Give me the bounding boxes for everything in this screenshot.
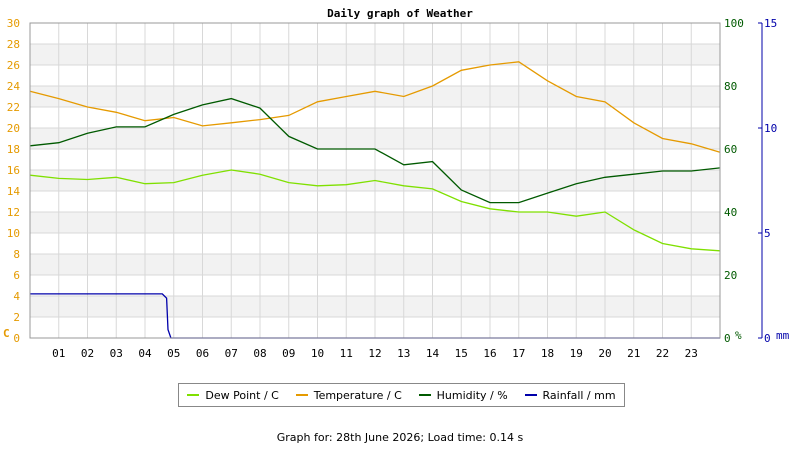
rainfall-tick-label: 0 <box>764 332 771 345</box>
x-tick-label: 20 <box>598 347 611 360</box>
x-tick-label: 23 <box>685 347 698 360</box>
humidity-tick-label: 40 <box>724 206 737 219</box>
legend-swatch-dew-point <box>187 394 200 396</box>
chart-footer: Graph for: 28th June 2026; Load time: 0.… <box>276 431 524 444</box>
x-tick-label: 16 <box>483 347 496 360</box>
legend-swatch-rainfall <box>524 394 537 396</box>
x-tick-label: 17 <box>512 347 525 360</box>
x-tick-label: 13 <box>397 347 410 360</box>
humidity-tick-label: 60 <box>724 143 737 156</box>
temperature-tick-label: 20 <box>7 122 20 135</box>
x-tick-label: 06 <box>196 347 209 360</box>
x-tick-label: 10 <box>311 347 324 360</box>
temperature-tick-label: 14 <box>7 185 21 198</box>
x-tick-label: 08 <box>253 347 266 360</box>
x-tick-label: 22 <box>656 347 669 360</box>
x-tick-label: 05 <box>167 347 180 360</box>
x-tick-label: 03 <box>110 347 123 360</box>
temperature-tick-label: 2 <box>13 311 20 324</box>
legend-label-rainfall: Rainfall / mm <box>542 388 616 402</box>
humidity-unit-label: % <box>735 329 742 342</box>
axes-layer: 01 02 03 04 05 06 07 08 09 10 11 12 13 14 15 16 17 18 19 20… <box>7 17 778 360</box>
x-tick-label: 18 <box>541 347 554 360</box>
legend-label-humidity: Humidity / % <box>436 388 508 402</box>
humidity-tick-label: 100 <box>724 17 744 30</box>
x-tick-label: 12 <box>368 347 381 360</box>
x-tick-label: 14 <box>426 347 440 360</box>
temperature-tick-label: 10 <box>7 227 20 240</box>
temperature-tick-label: 16 <box>7 164 20 177</box>
temperature-tick-label: 24 <box>7 80 21 93</box>
temperature-tick-label: 6 <box>13 269 20 282</box>
x-tick-label: 02 <box>81 347 94 360</box>
rainfall-tick-label: 15 <box>764 17 777 30</box>
legend-item-humidity: Humidity / % <box>418 388 508 402</box>
temperature-tick-label: 18 <box>7 143 20 156</box>
legend-item-dew-point: Dew Point / C <box>187 388 279 402</box>
x-tick-label: 19 <box>570 347 583 360</box>
temperature-tick-label: 8 <box>13 248 20 261</box>
x-tick-label: 11 <box>340 347 353 360</box>
legend-item-temperature: Temperature / C <box>295 388 402 402</box>
series-line-humidity <box>29 97 721 204</box>
x-tick-label: 21 <box>627 347 640 360</box>
legend-swatch-humidity <box>418 394 431 396</box>
chart-legend: Dew Point / C Temperature / C Humidity /… <box>178 383 625 407</box>
temperature-tick-label: 4 <box>13 290 20 303</box>
series-line-temperature <box>29 61 721 153</box>
temperature-tick-label: 0 <box>13 332 20 345</box>
legend-swatch-temperature <box>295 394 308 396</box>
humidity-tick-label: 80 <box>724 80 737 93</box>
x-tick-label: 01 <box>52 347 65 360</box>
temperature-tick-label: 30 <box>7 17 20 30</box>
x-tick-label: 04 <box>138 347 152 360</box>
temperature-tick-label: 12 <box>7 206 20 219</box>
x-tick-label: 15 <box>455 347 468 360</box>
legend-label-dew-point: Dew Point / C <box>205 388 279 402</box>
temperature-unit-label: C <box>3 327 10 340</box>
plot-border <box>29 22 721 339</box>
temperature-tick-label: 26 <box>7 59 20 72</box>
chart-title: Daily graph of Weather <box>327 7 473 20</box>
legend-label-temperature: Temperature / C <box>313 388 402 402</box>
x-tick-label: 07 <box>225 347 238 360</box>
legend-item-rainfall: Rainfall / mm <box>524 388 616 402</box>
rainfall-unit-label: mm <box>776 329 790 342</box>
rainfall-tick-label: 5 <box>764 227 771 240</box>
humidity-tick-label: 0 <box>724 332 731 345</box>
humidity-tick-label: 20 <box>724 269 737 282</box>
temperature-tick-label: 28 <box>7 38 20 51</box>
x-tick-label: 09 <box>282 347 295 360</box>
temperature-tick-label: 22 <box>7 101 20 114</box>
series-line-dew-point <box>29 169 721 252</box>
rainfall-tick-label: 10 <box>764 122 777 135</box>
series-layer <box>29 61 721 339</box>
